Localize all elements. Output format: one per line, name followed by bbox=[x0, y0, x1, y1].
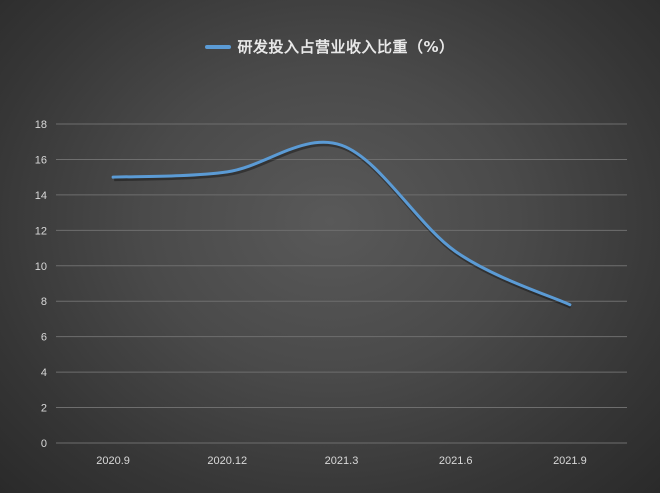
series-line-shadow bbox=[114, 142, 572, 309]
x-tick-label: 2021.9 bbox=[553, 455, 587, 467]
legend-label: 研发投入占营业收入比重（%） bbox=[237, 38, 455, 56]
y-tick-label: 6 bbox=[41, 332, 47, 344]
x-tick-label: 2020.9 bbox=[96, 455, 130, 467]
legend-swatch bbox=[205, 44, 232, 49]
y-tick-label: 2 bbox=[41, 403, 47, 415]
y-tick-label: 16 bbox=[35, 154, 47, 166]
legend: 研发投入占营业收入比重（%） bbox=[0, 36, 660, 57]
y-tick-label: 8 bbox=[41, 296, 47, 308]
y-tick-label: 12 bbox=[35, 225, 47, 237]
y-tick-label: 14 bbox=[35, 190, 47, 202]
x-tick-label: 2021.6 bbox=[439, 455, 473, 467]
y-tick-label: 18 bbox=[35, 119, 47, 131]
y-tick-label: 4 bbox=[41, 367, 47, 379]
y-tick-label: 0 bbox=[41, 438, 47, 450]
x-tick-label: 2021.3 bbox=[325, 455, 359, 467]
y-tick-label: 10 bbox=[35, 261, 47, 273]
series-line bbox=[111, 140, 572, 307]
x-tick-label: 2020.12 bbox=[207, 455, 247, 467]
